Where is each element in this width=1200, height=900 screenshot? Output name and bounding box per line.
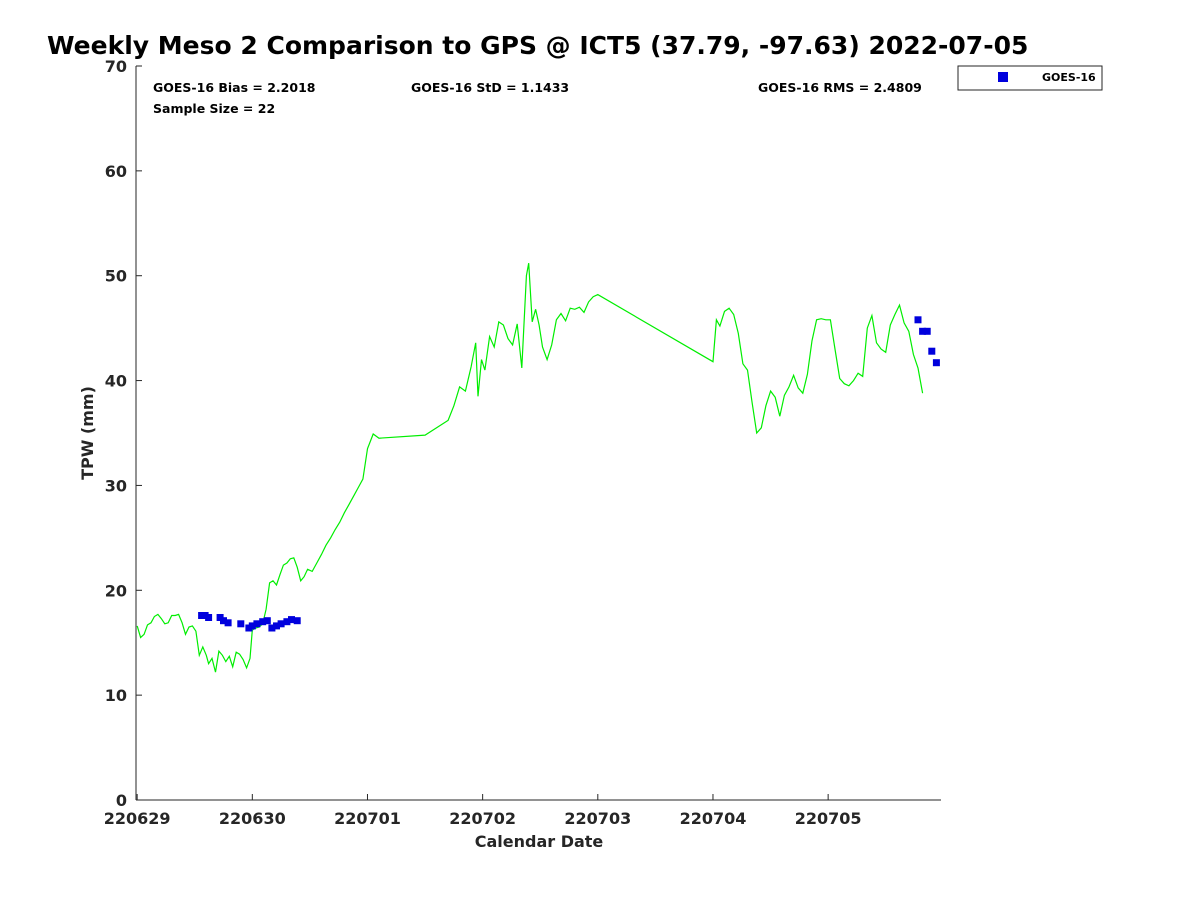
stats-annotations: GOES-16 Bias = 2.2018 GOES-16 StD = 1.14… [153, 80, 922, 116]
x-axis-label: Calendar Date [475, 832, 604, 851]
gps-series-line [136, 262, 924, 673]
bias-stat: GOES-16 Bias = 2.2018 [153, 80, 315, 95]
goes-16-point [220, 617, 227, 625]
goes-16-markers [198, 316, 940, 632]
goes-16-point [253, 620, 261, 628]
legend-label-goes-16: GOES-16 [1042, 71, 1096, 84]
goes-16-point [268, 624, 276, 632]
axes-frame [135, 66, 941, 801]
goes-16-point [914, 316, 922, 324]
sample-size-stat: Sample Size = 22 [153, 101, 275, 116]
legend: GOES-16 [957, 65, 1103, 91]
y-ticks: 0 10 20 30 40 50 60 70 [105, 57, 142, 810]
x-tick-label: 220703 [564, 809, 631, 828]
goes-16-point [923, 327, 931, 335]
x-tick-label: 220630 [219, 809, 286, 828]
x-ticks: 220629 220630 220701 220702 220703 220704 2207… [104, 794, 862, 828]
x-tick-label: 220629 [104, 809, 171, 828]
y-tick-label: 30 [105, 476, 127, 495]
plot-area [136, 262, 940, 673]
goes-16-point [277, 620, 285, 628]
goes-16-point [288, 616, 295, 624]
goes-16-point [237, 620, 245, 628]
y-tick-label: 50 [105, 267, 127, 286]
goes-16-point [919, 327, 927, 335]
goes-16-point [263, 617, 271, 625]
legend-box [957, 65, 1103, 91]
goes-16-point [273, 622, 280, 630]
y-tick-label: 60 [105, 162, 127, 181]
y-tick-label: 0 [116, 791, 127, 810]
goes-16-point [259, 618, 267, 626]
x-tick-label: 220705 [795, 809, 862, 828]
legend-swatch-goes-16 [998, 72, 1008, 82]
y-tick-label: 40 [105, 372, 127, 391]
goes-16-point [928, 347, 936, 355]
y-tick-label: 10 [105, 686, 127, 705]
rms-stat: GOES-16 RMS = 2.4809 [758, 80, 922, 95]
y-axis-label: TPW (mm) [78, 386, 97, 480]
x-tick-label: 220704 [680, 809, 747, 828]
goes-16-point [224, 619, 232, 627]
goes-16-point [293, 617, 301, 625]
goes-16-point [248, 622, 256, 630]
goes-16-point [205, 614, 213, 621]
y-tick-label: 20 [105, 581, 127, 600]
chart-title: Weekly Meso 2 Comparison to GPS @ ICT5 (… [47, 31, 1028, 60]
x-tick-label: 220702 [449, 809, 516, 828]
y-tick-label: 70 [105, 57, 127, 76]
goes-16-point [932, 359, 940, 367]
x-tick-label: 220701 [334, 809, 401, 828]
std-stat: GOES-16 StD = 1.1433 [411, 80, 569, 95]
goes-16-point [283, 618, 291, 626]
